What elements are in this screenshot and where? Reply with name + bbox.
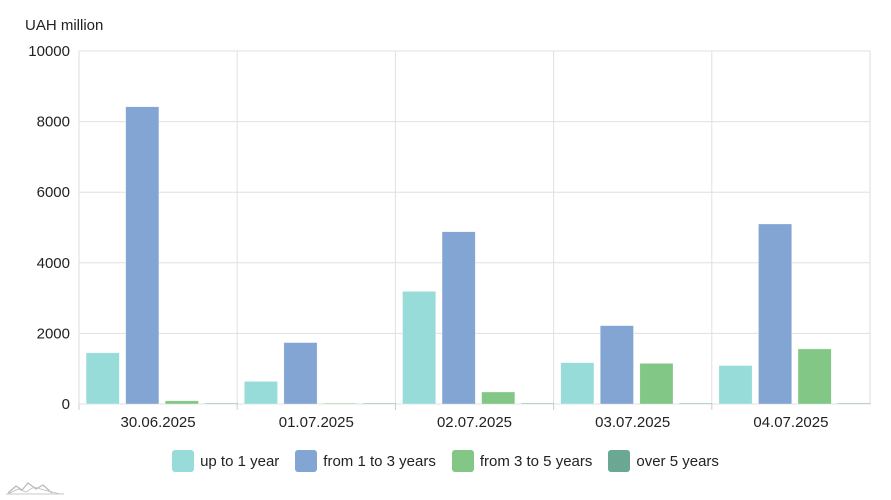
bar-from-3-to-5-years-3[interactable] bbox=[639, 363, 674, 405]
bar-over-5-years-3[interactable] bbox=[679, 402, 713, 405]
bar-up-to-1-year-1[interactable] bbox=[244, 381, 278, 405]
legend-label: from 1 to 3 years bbox=[323, 452, 436, 470]
legend-swatch bbox=[172, 450, 195, 472]
x-tick-label: 04.07.2025 bbox=[753, 414, 828, 431]
legend-item[interactable]: over 5 years bbox=[608, 450, 719, 472]
legend-swatch bbox=[451, 450, 474, 472]
bar-from-3-to-5-years-1[interactable] bbox=[323, 402, 357, 405]
x-tick-label: 02.07.2025 bbox=[437, 414, 512, 431]
legend-label: from 3 to 5 years bbox=[479, 452, 593, 470]
bar-over-5-years-2[interactable] bbox=[520, 402, 555, 405]
bar-over-5-years-0[interactable] bbox=[204, 402, 239, 405]
y-tick-label: 0 bbox=[62, 396, 70, 413]
legend: up to 1 year from 1 to 3 years from 3 to 5… bbox=[0, 450, 891, 472]
mountain-logo-icon bbox=[6, 482, 64, 495]
bar-chart: 0 2000 4000 6000 8000 10000 30.06.2025 01.07.2… bbox=[28, 43, 872, 431]
legend-item[interactable]: from 3 to 5 years bbox=[451, 450, 593, 472]
bar-from-1-to-3-years-0[interactable] bbox=[125, 106, 160, 405]
bar-from-1-to-3-years-3[interactable] bbox=[600, 325, 634, 405]
bar-up-to-1-year-3[interactable] bbox=[560, 362, 595, 405]
bar-over-5-years-1[interactable] bbox=[362, 402, 397, 405]
x-tick-label: 01.07.2025 bbox=[279, 414, 354, 431]
bar-up-to-1-year-0[interactable] bbox=[85, 352, 120, 405]
x-tick-label: 30.06.2025 bbox=[121, 414, 196, 431]
y-tick-label: 8000 bbox=[37, 114, 70, 131]
y-tick-label: 4000 bbox=[37, 255, 70, 272]
x-tick-label: 03.07.2025 bbox=[595, 414, 670, 431]
bar-from-1-to-3-years-2[interactable] bbox=[441, 231, 476, 405]
bar-over-5-years-4[interactable] bbox=[837, 402, 872, 405]
legend-item[interactable]: up to 1 year bbox=[172, 450, 279, 472]
y-tick-label: 6000 bbox=[37, 184, 70, 201]
bar-from-3-to-5-years-4[interactable] bbox=[797, 348, 832, 405]
y-tick-label: 2000 bbox=[37, 325, 70, 342]
bar-from-1-to-3-years-1[interactable] bbox=[283, 342, 318, 405]
x-axis-ticks: 30.06.2025 01.07.2025 02.07.2025 03.07.2025… bbox=[78, 404, 828, 431]
legend-item[interactable]: from 1 to 3 years bbox=[295, 450, 436, 472]
bar-from-3-to-5-years-0[interactable] bbox=[164, 400, 199, 405]
bar-from-3-to-5-years-2[interactable] bbox=[481, 391, 516, 405]
bar-from-1-to-3-years-4[interactable] bbox=[758, 223, 792, 405]
legend-label: up to 1 year bbox=[200, 452, 280, 470]
y-tick-label: 10000 bbox=[28, 43, 70, 60]
bar-up-to-1-year-4[interactable] bbox=[718, 365, 753, 405]
y-axis-ticks: 0 2000 4000 6000 8000 10000 bbox=[28, 43, 70, 413]
bars bbox=[85, 106, 872, 405]
legend-label: over 5 years bbox=[636, 452, 719, 470]
legend-swatch bbox=[608, 450, 631, 472]
legend-swatch bbox=[295, 450, 318, 472]
bar-up-to-1-year-2[interactable] bbox=[402, 291, 436, 405]
y-axis-unit-label: UAH million bbox=[25, 17, 104, 34]
